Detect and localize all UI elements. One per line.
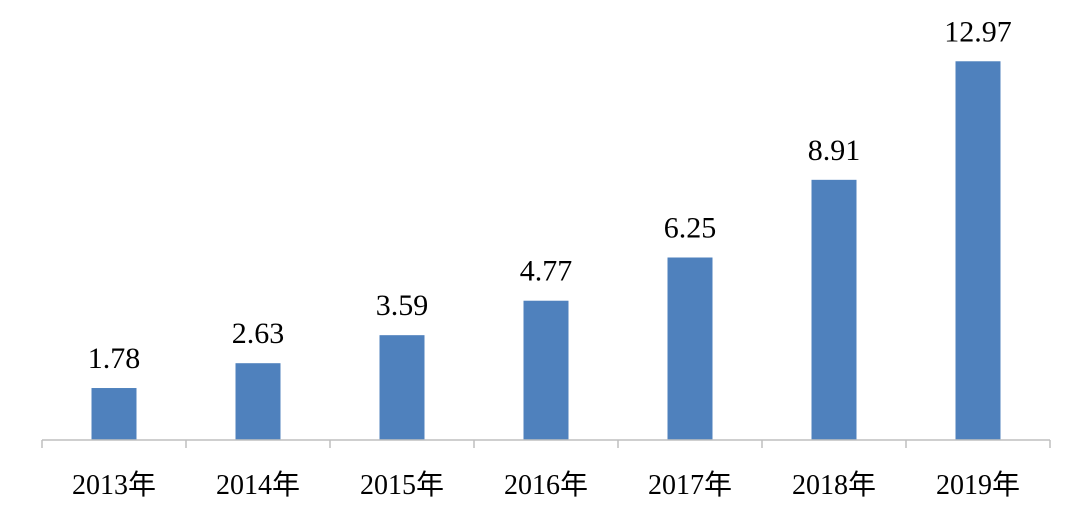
x-tick-label: 2014年 (216, 469, 300, 501)
data-label: 6.25 (664, 212, 717, 245)
data-label: 1.78 (88, 342, 141, 375)
x-tick-label: 2019年 (936, 469, 1020, 501)
x-tick-label: 2013年 (72, 469, 156, 501)
bar-2014年 (235, 363, 281, 440)
bar-2015年 (379, 335, 425, 440)
x-tick-label: 2016年 (504, 469, 588, 501)
x-tick-label: 2015年 (360, 469, 444, 501)
x-tick-label: 2018年 (792, 469, 876, 501)
x-axis-ticks-group (41, 440, 1051, 448)
bar-2016年 (523, 300, 569, 440)
data-label: 12.97 (944, 15, 1012, 48)
bar-2018年 (811, 179, 857, 440)
data-label: 3.59 (376, 289, 429, 322)
bar-2013年 (91, 388, 137, 440)
data-label: 4.77 (520, 255, 573, 288)
bars-group (91, 61, 1001, 440)
x-tick-label: 2017年 (648, 469, 732, 501)
x-axis-labels-group: 2013年 2014年 2015年 2016年 2017年 2018年 2019年 (72, 469, 1020, 501)
data-labels-group: 1.78 2.63 3.59 4.77 6.25 8.91 12.97 (88, 15, 1012, 375)
data-label: 8.91 (808, 134, 861, 167)
bar-2017年 (667, 257, 713, 440)
bar-2019年 (955, 61, 1001, 440)
data-label: 2.63 (232, 317, 285, 350)
